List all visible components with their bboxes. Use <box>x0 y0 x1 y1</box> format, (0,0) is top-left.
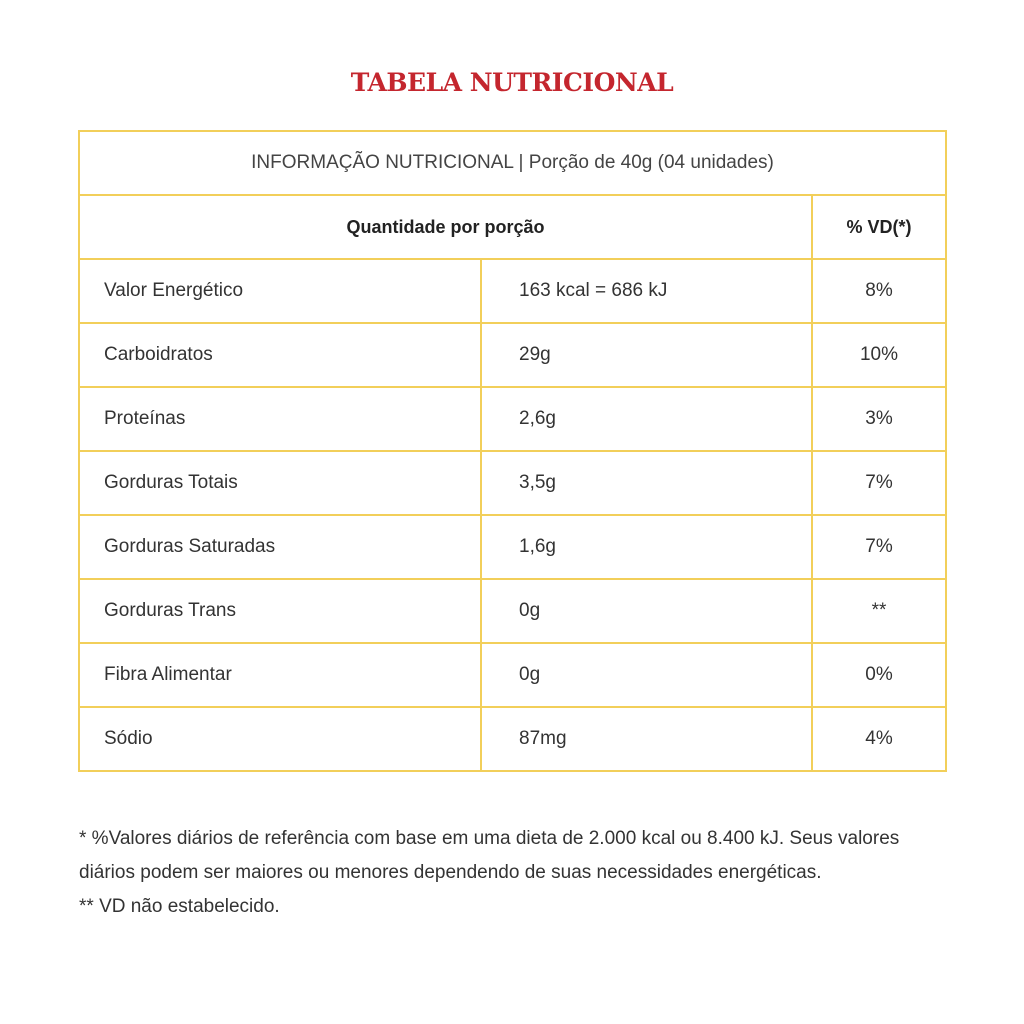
nutrient-name: Carboidratos <box>78 322 482 388</box>
nutrient-amount: 1,6g <box>480 514 813 580</box>
table-row: Sódio 87mg 4% <box>78 706 947 772</box>
nutrient-vd: 4% <box>811 706 947 772</box>
nutrient-amount: 0g <box>480 578 813 644</box>
table-row: Carboidratos 29g 10% <box>78 322 947 388</box>
nutrient-vd: 0% <box>811 642 947 708</box>
quantity-header: Quantidade por porção <box>78 194 813 260</box>
nutrient-name: Proteínas <box>78 386 482 452</box>
nutrient-amount: 87mg <box>480 706 813 772</box>
table-row: Gorduras Totais 3,5g 7% <box>78 450 947 516</box>
serving-info: INFORMAÇÃO NUTRICIONAL | Porção de 40g (… <box>78 130 947 196</box>
nutrient-name: Fibra Alimentar <box>78 642 482 708</box>
page-title: TABELA NUTRICIONAL <box>350 68 674 97</box>
info-row: INFORMAÇÃO NUTRICIONAL | Porção de 40g (… <box>78 130 947 196</box>
nutrient-name: Valor Energético <box>78 258 482 324</box>
nutrient-vd: 7% <box>811 450 947 516</box>
vd-header: % VD(*) <box>811 194 947 260</box>
nutrient-amount: 2,6g <box>480 386 813 452</box>
table-row: Fibra Alimentar 0g 0% <box>78 642 947 708</box>
nutrient-name: Gorduras Saturadas <box>78 514 482 580</box>
nutrient-vd: ** <box>811 578 947 644</box>
nutrient-amount: 3,5g <box>480 450 813 516</box>
nutrition-table: INFORMAÇÃO NUTRICIONAL | Porção de 40g (… <box>78 130 947 772</box>
footnote-daily-values: * %Valores diários de referência com bas… <box>79 828 900 883</box>
nutrient-name: Gorduras Totais <box>78 450 482 516</box>
nutrient-amount: 0g <box>480 642 813 708</box>
nutrient-vd: 3% <box>811 386 947 452</box>
table-row: Gorduras Trans 0g ** <box>78 578 947 644</box>
table-row: Gorduras Saturadas 1,6g 7% <box>78 514 947 580</box>
nutrient-vd: 7% <box>811 514 947 580</box>
table-row: Proteínas 2,6g 3% <box>78 386 947 452</box>
nutrient-vd: 8% <box>811 258 947 324</box>
nutrient-amount: 29g <box>480 322 813 388</box>
table-row: Valor Energético 163 kcal = 686 kJ 8% <box>78 258 947 324</box>
header-row: Quantidade por porção % VD(*) <box>78 194 947 260</box>
footnote-vd-not-established: ** VD não estabelecido. <box>79 896 280 917</box>
nutrient-name: Gorduras Trans <box>78 578 482 644</box>
nutrient-amount: 163 kcal = 686 kJ <box>480 258 813 324</box>
footnotes: * %Valores diários de referência com bas… <box>79 822 959 924</box>
nutrient-vd: 10% <box>811 322 947 388</box>
nutrient-name: Sódio <box>78 706 482 772</box>
